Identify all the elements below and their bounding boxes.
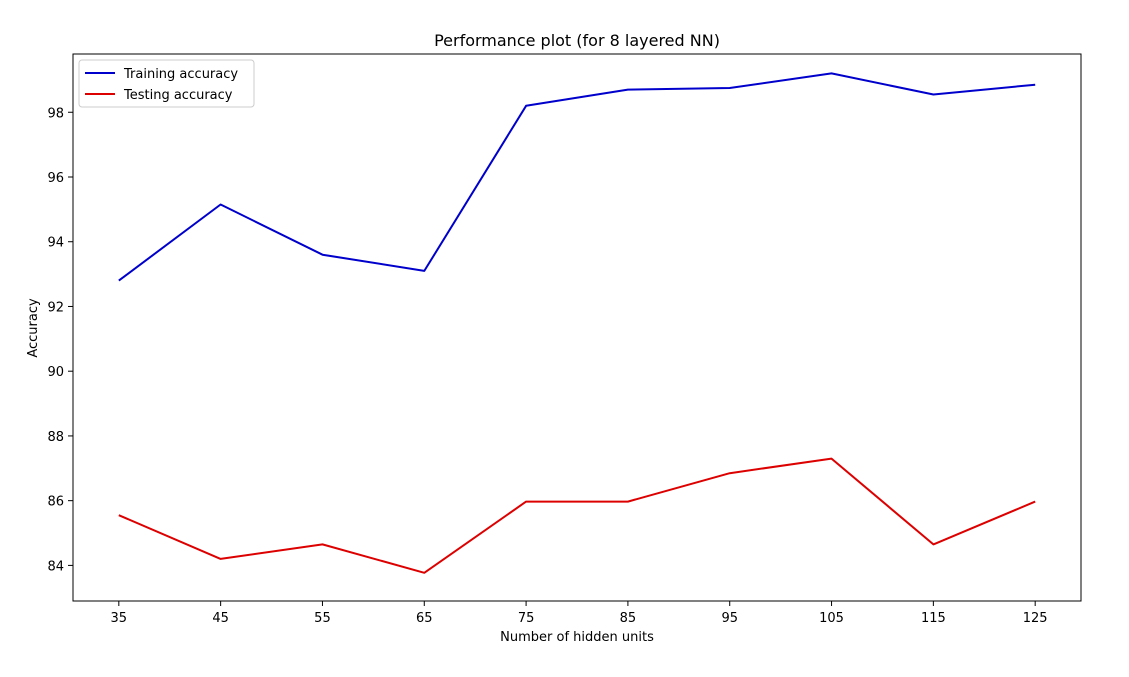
x-tick-label: 75	[518, 611, 535, 626]
x-tick-label: 95	[721, 611, 738, 626]
y-axis-label: Accuracy	[26, 298, 41, 358]
y-tick-label: 96	[47, 171, 64, 186]
x-tick-label: 45	[212, 611, 229, 626]
x-tick-label: 35	[111, 611, 128, 626]
y-tick-label: 88	[47, 430, 64, 445]
x-tick-label: 85	[620, 611, 637, 626]
legend-label-training: Training accuracy	[123, 67, 238, 82]
x-tick-label: 125	[1023, 611, 1048, 626]
x-tick-label: 65	[416, 611, 433, 626]
y-tick-label: 86	[47, 495, 64, 510]
y-tick-label: 84	[47, 559, 64, 574]
x-tick-label: 105	[819, 611, 844, 626]
y-tick-label: 94	[47, 236, 64, 251]
y-tick-label: 98	[47, 106, 64, 121]
chart-title: Performance plot (for 8 layered NN)	[434, 31, 720, 50]
x-tick-label: 115	[921, 611, 946, 626]
x-axis-label: Number of hidden units	[500, 630, 654, 645]
legend: Training accuracy Testing accuracy	[79, 60, 254, 107]
y-tick-label: 90	[47, 365, 64, 380]
legend-label-testing: Testing accuracy	[123, 88, 233, 103]
y-tick-label: 92	[47, 300, 64, 315]
x-tick-label: 55	[314, 611, 331, 626]
